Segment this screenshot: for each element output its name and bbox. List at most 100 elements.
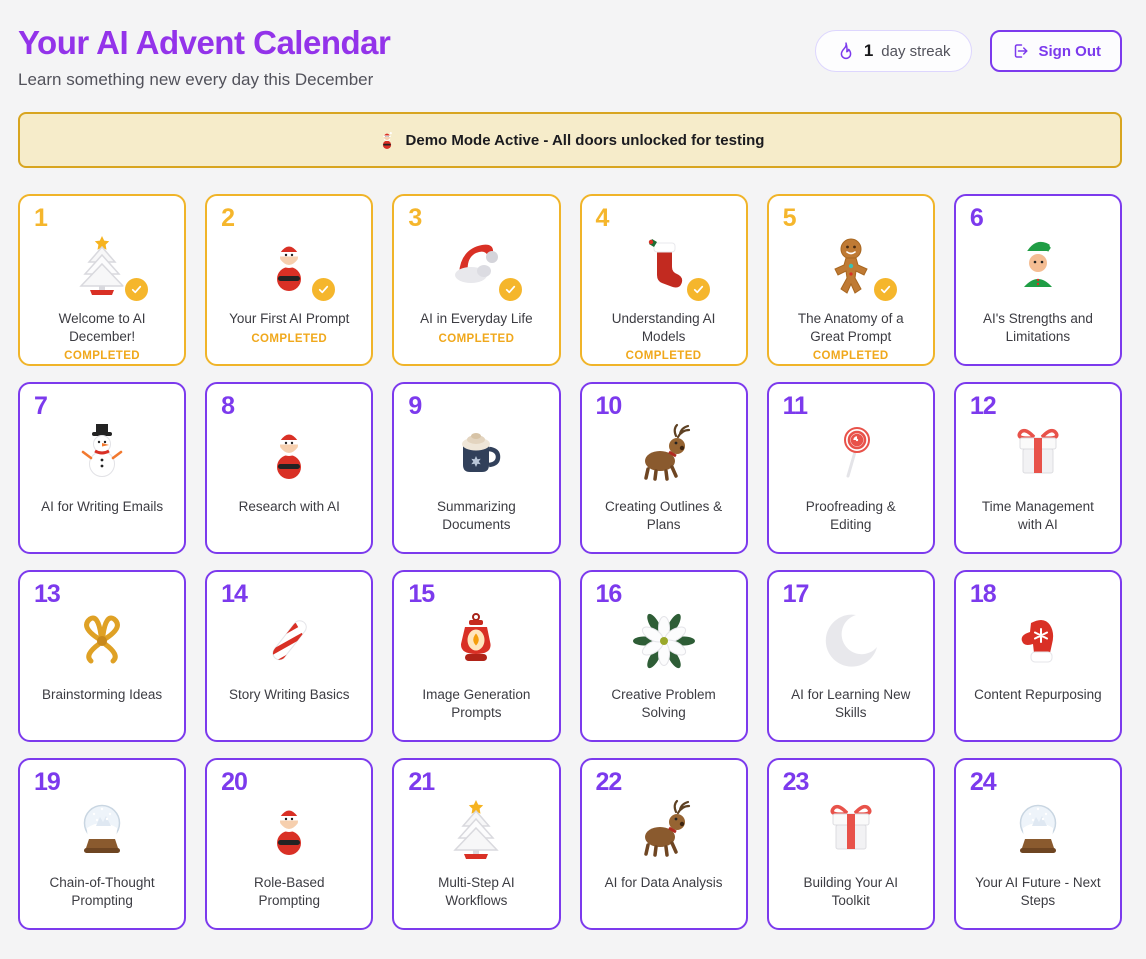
banner-text: Demo Mode Active - All doors unlocked fo… xyxy=(405,131,765,149)
santa-icon xyxy=(257,421,321,485)
poinsettia-icon xyxy=(632,609,696,673)
door-number: 1 xyxy=(34,204,48,232)
door-8[interactable]: 8 Research with AI xyxy=(205,382,374,554)
door-number: 23 xyxy=(782,768,810,796)
stocking-icon xyxy=(632,233,696,297)
door-5[interactable]: 5 The Anatomy of a Great Prompt COMPLETE… xyxy=(766,194,935,366)
door-title: AI for Data Analysis xyxy=(604,875,723,890)
door-number: 7 xyxy=(34,392,48,420)
door-number: 3 xyxy=(408,204,422,232)
door-number: 15 xyxy=(408,580,435,608)
door-title: Your AI Future - Next Steps xyxy=(975,875,1101,908)
door-19[interactable]: 19 Chain-of-Thought Prompting xyxy=(18,758,187,930)
door-title: Chain-of-Thought Prompting xyxy=(49,875,155,908)
streak-count: 1 xyxy=(863,41,874,60)
sign-out-button[interactable]: Sign Out xyxy=(989,30,1122,72)
doors-grid: 1 Welcome to AI December! COMPLETED 2 Yo… xyxy=(18,194,1122,930)
door-17[interactable]: 17 AI for Learning New Skills xyxy=(766,570,935,742)
door-21[interactable]: 21 Multi-Step AI Workflows xyxy=(392,758,561,930)
candy-cane-icon xyxy=(257,609,321,673)
door-title: Creative Problem Solving xyxy=(611,687,716,720)
door-number: 16 xyxy=(595,580,623,608)
santa-icon xyxy=(257,233,321,297)
santa-hat-icon xyxy=(444,233,508,297)
door-icon-wrap xyxy=(70,232,151,303)
gift-icon xyxy=(1006,421,1070,485)
door-status-completed: COMPLETED xyxy=(625,350,702,363)
door-number: 18 xyxy=(969,580,997,608)
completed-check-icon xyxy=(497,276,525,303)
door-icon-wrap xyxy=(632,796,696,862)
page-subtitle: Learn something new every day this Decem… xyxy=(18,70,374,89)
door-title: AI's Strengths and Limitations xyxy=(982,311,1093,344)
door-title: Proofreading & Editing xyxy=(805,499,896,532)
door-11[interactable]: 11 Proofreading & Editing xyxy=(766,382,935,554)
door-icon-wrap xyxy=(444,232,525,303)
door-icon-wrap xyxy=(444,796,508,862)
door-icon-wrap xyxy=(1006,608,1070,674)
header-titles: Your AI Advent Calendar Learn something … xyxy=(18,24,391,90)
cocoa-icon xyxy=(444,421,508,485)
page-title: Your AI Advent Calendar xyxy=(18,24,391,61)
reindeer-icon xyxy=(632,797,696,861)
elf-icon xyxy=(1006,233,1070,297)
door-title: Understanding AI Models xyxy=(611,311,716,344)
door-title: Time Management with AI xyxy=(981,499,1094,532)
door-icon-wrap xyxy=(444,420,508,486)
door-number: 17 xyxy=(782,580,810,608)
door-number: 21 xyxy=(408,768,435,796)
page-header: Your AI Advent Calendar Learn something … xyxy=(0,0,1146,90)
door-10[interactable]: 10 Creating Outlines & Plans xyxy=(579,382,748,554)
door-15[interactable]: 15 Image Generation Prompts xyxy=(392,570,561,742)
door-18[interactable]: 18 Content Repurposing xyxy=(953,570,1122,742)
door-16[interactable]: 16 Creative Problem Solving xyxy=(579,570,748,742)
flame-icon xyxy=(836,41,856,61)
door-4[interactable]: 4 Understanding AI Models COMPLETED xyxy=(579,194,748,366)
door-13[interactable]: 13 Brainstorming Ideas xyxy=(18,570,187,742)
door-title: Summarizing Documents xyxy=(437,499,516,532)
door-20[interactable]: 20 Role-Based Prompting xyxy=(205,758,374,930)
snowman-icon xyxy=(70,421,134,485)
door-status-completed: COMPLETED xyxy=(64,350,140,363)
door-icon-wrap xyxy=(257,420,321,486)
door-icon-wrap xyxy=(632,232,712,303)
door-title: AI for Writing Emails xyxy=(41,499,164,514)
door-title: Image Generation Prompts xyxy=(422,687,531,720)
completed-check-icon xyxy=(871,276,899,303)
door-12[interactable]: 12 Time Management with AI xyxy=(953,382,1122,554)
door-number: 19 xyxy=(34,768,61,796)
door-status-completed: COMPLETED xyxy=(251,332,328,345)
mitten-icon xyxy=(1006,609,1070,673)
door-number: 5 xyxy=(782,204,797,232)
door-title: Multi-Step AI Workflows xyxy=(438,875,515,908)
door-status-completed: COMPLETED xyxy=(812,350,889,363)
completed-check-icon xyxy=(310,276,338,303)
snow-globe-icon xyxy=(1006,797,1070,861)
christmas-tree-icon xyxy=(444,797,508,861)
door-9[interactable]: 9 Summarizing Documents xyxy=(392,382,561,554)
door-title: Building Your AI Toolkit xyxy=(803,875,899,908)
door-3[interactable]: 3 AI in Everyday Life COMPLETED xyxy=(392,194,561,366)
door-icon-wrap xyxy=(819,608,883,674)
door-7[interactable]: 7 AI for Writing Emails xyxy=(18,382,187,554)
door-22[interactable]: 22 AI for Data Analysis xyxy=(579,758,748,930)
door-title: AI for Learning New Skills xyxy=(791,687,911,720)
streak-badge: 1 day streak xyxy=(814,30,972,72)
door-1[interactable]: 1 Welcome to AI December! COMPLETED xyxy=(18,194,187,366)
door-icon-wrap xyxy=(1006,420,1070,486)
door-icon-wrap xyxy=(819,796,883,862)
door-14[interactable]: 14 Story Writing Basics xyxy=(205,570,374,742)
door-icon-wrap xyxy=(632,608,696,674)
door-number: 24 xyxy=(969,768,997,796)
door-24[interactable]: 24 Your AI Future - Next Steps xyxy=(953,758,1122,930)
door-title: Creating Outlines & Plans xyxy=(605,499,723,532)
door-6[interactable]: 6 AI's Strengths and Limitations xyxy=(953,194,1122,366)
door-23[interactable]: 23 Building Your AI Toolkit xyxy=(766,758,935,930)
door-icon-wrap xyxy=(632,420,696,486)
door-title: Research with AI xyxy=(238,499,340,514)
door-title: Story Writing Basics xyxy=(228,687,350,702)
door-2[interactable]: 2 Your First AI Prompt COMPLETED xyxy=(205,194,374,366)
door-number: 22 xyxy=(595,768,623,796)
moon-icon xyxy=(819,609,883,673)
door-icon-wrap xyxy=(1006,796,1070,862)
